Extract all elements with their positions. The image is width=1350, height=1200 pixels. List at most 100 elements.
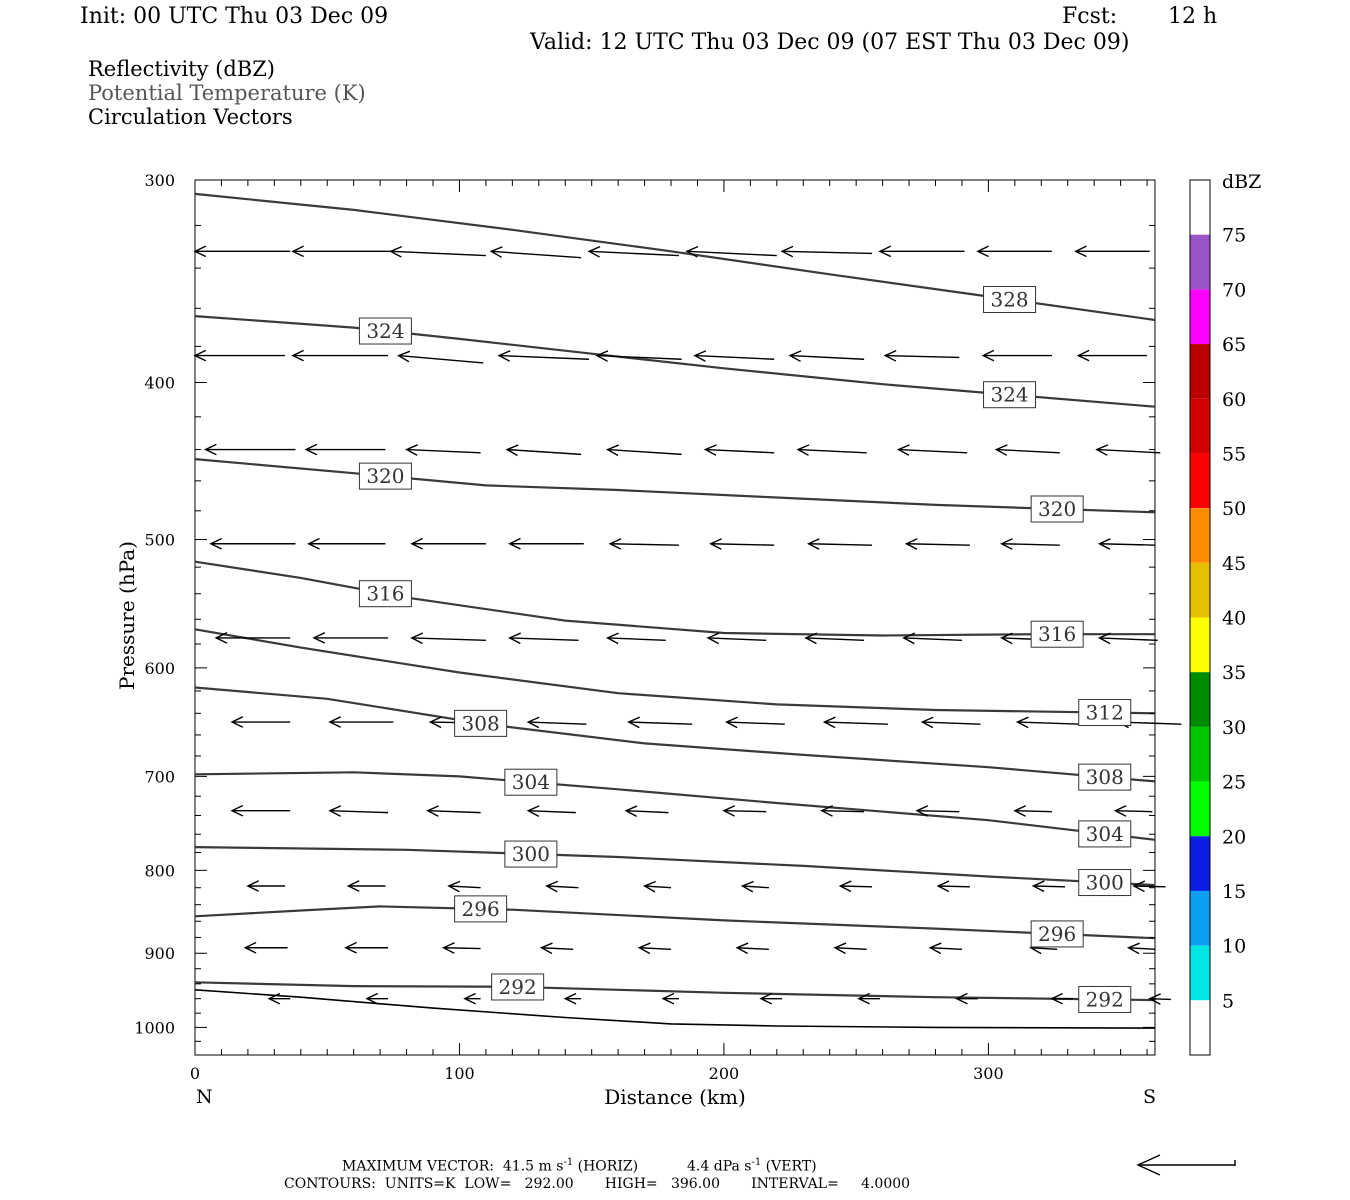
wind-vector-head xyxy=(936,880,950,893)
wind-vector xyxy=(546,885,579,889)
wind-vector xyxy=(916,809,960,813)
isentrope-296 xyxy=(194,905,1156,940)
wind-vector-head xyxy=(563,992,577,1005)
contour-label-box xyxy=(504,768,558,796)
forecast-label: Fcst: xyxy=(1062,4,1118,29)
wind-vector-head xyxy=(312,632,326,644)
contour-label-box xyxy=(1030,620,1084,648)
wind-vector xyxy=(644,885,672,889)
wind-vector-head xyxy=(1074,245,1087,258)
wind-vector xyxy=(528,809,576,814)
wind-vector-head xyxy=(344,941,357,954)
circulation-vectors xyxy=(193,245,1182,1005)
wind-vector xyxy=(509,637,579,642)
wind-vector-head xyxy=(822,716,836,729)
x-tick-label: 300 xyxy=(973,1064,1004,1083)
contour-label-box xyxy=(504,840,558,868)
wind-vector-head xyxy=(291,349,304,362)
contour-label: 292 xyxy=(499,975,537,999)
contour-label-box xyxy=(358,462,412,490)
colorbar-level: 20 xyxy=(1222,826,1246,848)
isentrope-304 xyxy=(194,771,1156,841)
wind-vector-head xyxy=(780,245,794,258)
wind-vector-head xyxy=(685,245,699,258)
contour-label-box xyxy=(1078,763,1132,791)
wind-vector xyxy=(491,250,582,259)
wind-vector-head xyxy=(820,805,833,817)
legend-reflectivity: Reflectivity (dBZ) xyxy=(88,57,276,81)
wind-vector xyxy=(808,543,873,546)
contour-label: 324 xyxy=(990,383,1028,407)
colorbar-swatch xyxy=(1190,672,1210,727)
wind-vector-head xyxy=(410,537,423,550)
wind-vector-head xyxy=(595,350,609,362)
wind-vector-head xyxy=(605,632,619,645)
wind-vector xyxy=(710,543,775,546)
colorbar-level: 70 xyxy=(1222,279,1246,301)
wind-vector-head xyxy=(1076,349,1090,362)
wind-vector xyxy=(411,637,486,642)
colorbar-swatch xyxy=(1190,890,1210,946)
wind-vector xyxy=(705,448,775,454)
plot-frame xyxy=(194,179,1156,1056)
contour-label-box xyxy=(1030,495,1084,523)
contour-label-box xyxy=(1078,985,1132,1013)
wind-vector xyxy=(329,809,389,814)
wind-vector-head xyxy=(883,349,897,362)
wind-vector-head xyxy=(508,632,521,645)
colorbar-level: 25 xyxy=(1222,772,1246,794)
wind-vector-head xyxy=(920,716,934,729)
dbz-colorbar: dBZ 5 10 15 20 25 30 35 40 45 50 55 60 65 70 75 xyxy=(1189,171,1261,1056)
contour-label: 320 xyxy=(366,464,404,488)
wind-vector-head xyxy=(1050,992,1063,1005)
contour-label-box xyxy=(454,709,508,737)
colorbar-swatch xyxy=(1190,289,1210,345)
wind-vector xyxy=(607,637,666,642)
y-tick-label: 1000 xyxy=(134,1018,175,1037)
contour-label: 328 xyxy=(990,288,1028,312)
y-tick-label: 300 xyxy=(144,171,175,190)
south-label: S xyxy=(1143,1086,1156,1108)
wind-vector-head xyxy=(193,245,207,258)
wind-vector-head xyxy=(1132,880,1146,893)
reference-vector xyxy=(1136,1154,1236,1176)
footer-contours: CONTOURS: UNITS=K LOW= 292.00 HIGH= 396.… xyxy=(284,1176,911,1192)
wind-vector xyxy=(686,250,777,257)
wind-vector xyxy=(1133,885,1166,888)
wind-vector-head xyxy=(304,443,318,456)
wind-vector-head xyxy=(389,245,403,258)
wind-vector xyxy=(906,543,970,546)
colorbar-level: 30 xyxy=(1222,717,1246,739)
wind-vector-head xyxy=(981,349,995,362)
wind-vector-head xyxy=(1013,805,1027,817)
horiz-tag: (HORIZ) xyxy=(577,1158,639,1175)
wind-vector-head xyxy=(806,538,820,550)
wind-vector-head xyxy=(428,716,442,729)
wind-vector-head xyxy=(955,992,968,1005)
wind-vector-head xyxy=(637,942,651,955)
wind-vector xyxy=(694,354,775,360)
vert-tag: (VERT) xyxy=(765,1158,817,1175)
contour-label: 320 xyxy=(1038,497,1076,521)
wind-vector-head xyxy=(587,245,601,258)
contour-labels: 328 324 324 320 320 316 316 312 308 308 304 304 300 3… xyxy=(358,286,1132,1013)
contour-label: 296 xyxy=(1038,922,1076,946)
wind-vector xyxy=(726,721,785,725)
contour-label-box xyxy=(1078,820,1132,848)
wind-vector-head xyxy=(624,805,638,818)
wind-vector-head xyxy=(724,716,738,729)
y-tick-label: 500 xyxy=(144,531,175,550)
wind-vector xyxy=(1099,543,1156,546)
wind-vector-head xyxy=(1031,880,1045,893)
colorbar-swatch xyxy=(1190,617,1210,673)
wind-vector-head xyxy=(878,245,892,258)
y-tick-label: 700 xyxy=(144,767,175,786)
wind-vector-head xyxy=(539,942,553,955)
wind-vector-head xyxy=(627,716,640,729)
wind-vector-head xyxy=(1015,716,1029,729)
wind-vector xyxy=(805,637,865,642)
wind-vector-head xyxy=(526,716,540,729)
wind-vector xyxy=(723,809,767,813)
contour-label-box xyxy=(491,973,545,1001)
forecast-hours: 12 h xyxy=(1168,4,1218,29)
